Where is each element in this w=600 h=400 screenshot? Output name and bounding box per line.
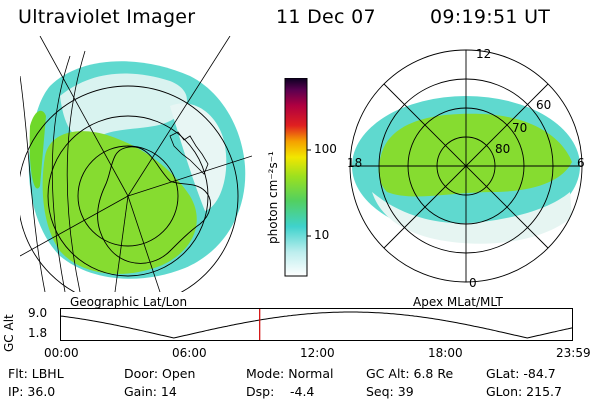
- info-mode: Mode: Normal: [246, 366, 334, 381]
- altitude-axis-label: GC Alt: [2, 314, 16, 352]
- altitude-tick-min: 1.8: [28, 326, 48, 340]
- mlat-label-60: 60: [536, 98, 552, 112]
- altitude-curve: [60, 311, 573, 339]
- info-door: Door: Open: [124, 366, 196, 381]
- info-glon: GLon: 215.7: [486, 384, 562, 399]
- aurora-green-edge: [29, 110, 46, 189]
- time-title: 09:19:51 UT: [430, 6, 551, 28]
- mlt-label-6: 6: [577, 156, 585, 170]
- date-title: 11 Dec 07: [276, 6, 376, 28]
- time-tick-2359: 23:59: [556, 346, 591, 360]
- lat-circle-inner: [20, 85, 239, 292]
- auroral-oval-green: [378, 113, 572, 197]
- antarctica-coastline: [97, 146, 211, 264]
- time-tick-0600: 06:00: [172, 346, 207, 360]
- meridian-curve: [66, 50, 86, 292]
- apex-caption: Apex MLat/MLT: [413, 295, 503, 309]
- mlt-label-18: 18: [347, 156, 363, 170]
- info-dsp-value: -4.4: [290, 384, 315, 399]
- info-gain: Gain: 14: [124, 384, 177, 399]
- meridian-curve: [20, 75, 46, 292]
- altitude-tick-max: 9.0: [28, 306, 48, 320]
- info-seq: Seq: 39: [366, 384, 414, 399]
- polar-aurora-image: [349, 49, 583, 283]
- lat-circle-outer: [47, 115, 209, 277]
- lon-line: [114, 195, 129, 292]
- instrument-title: Ultraviolet Imager: [18, 6, 196, 28]
- lat-circle-mid: [77, 145, 179, 247]
- auroral-oval-pale: [372, 192, 572, 244]
- lon-line: [127, 36, 231, 197]
- info-ip: IP: 36.0: [8, 384, 56, 399]
- colorbar-unit-label: photon cm⁻²s⁻¹: [266, 151, 280, 244]
- colorbar-tick-10: 10: [314, 228, 330, 242]
- peninsula-coastline: [169, 131, 209, 175]
- altitude-plot: [60, 308, 573, 341]
- lon-line: [39, 36, 129, 197]
- lon-line: [127, 155, 252, 197]
- mlat-label-70: 70: [512, 121, 528, 135]
- geographic-aurora-image: [20, 36, 252, 292]
- time-tick-0000: 00:00: [44, 346, 79, 360]
- geographic-caption: Geographic Lat/Lon: [70, 295, 188, 309]
- info-dsp-label: Dsp:: [246, 384, 275, 399]
- color-scale-bar: [284, 78, 311, 277]
- aurora-pale-region: [60, 73, 187, 140]
- time-tick-1200: 12:00: [300, 346, 335, 360]
- time-tick-1800: 18:00: [428, 346, 463, 360]
- altitude-plot-frame: [60, 308, 573, 341]
- info-flt: Flt: LBHL: [8, 366, 64, 381]
- mlt-label-0: 0: [469, 276, 477, 290]
- mlat-label-80: 80: [495, 142, 511, 156]
- mlt-label-12: 12: [476, 47, 492, 61]
- meridian-curve: [51, 55, 71, 292]
- info-glat: GLat: -84.7: [486, 366, 556, 381]
- polar-meridian-diag: [383, 83, 549, 249]
- aurora-green-region: [42, 131, 197, 274]
- colorbar-tick-100: 100: [314, 142, 337, 156]
- lon-line: [127, 195, 161, 292]
- info-gc-alt: GC Alt: 6.8 Re: [366, 366, 454, 381]
- lon-line: [20, 195, 129, 257]
